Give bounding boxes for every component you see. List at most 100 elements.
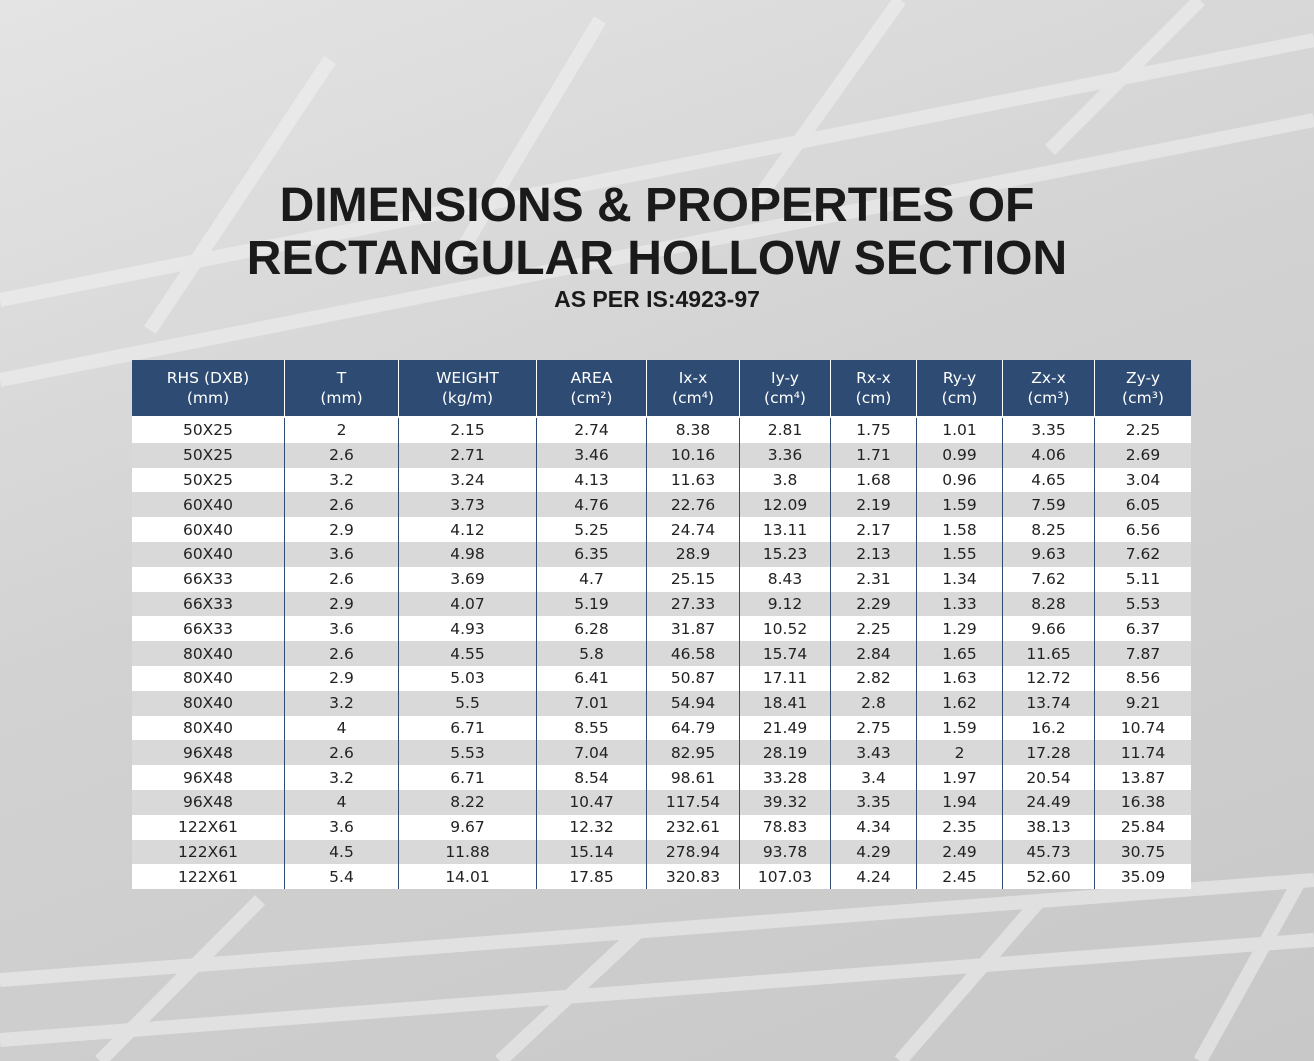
table-row: 80X40 4 6.71 8.55 64.79 21.49 2.75 1.59 16.2 10.7…	[132, 715, 1191, 741]
table-row: 50X25 3.2 3.24 4.13 11.63 3.8 1.68 0.96 4.65 3.04	[132, 467, 1191, 493]
table-cell: 2.69	[1094, 442, 1191, 468]
table-cell: 60X40	[132, 517, 285, 542]
table-cell: 3.24	[398, 467, 537, 493]
table-cell: 4.07	[398, 591, 537, 617]
table-cell: 7.62	[1002, 566, 1095, 592]
table-cell: 3.6	[284, 616, 399, 642]
table-cell: 2.13	[830, 541, 917, 567]
table-cell: 2.6	[284, 641, 399, 666]
column-unit: (mm)	[320, 389, 363, 407]
table-cell: 2.49	[916, 839, 1003, 865]
table-cell: 2.25	[1094, 416, 1191, 443]
table-cell: 2.6	[284, 566, 399, 592]
column-unit: (cm)	[855, 389, 892, 407]
table-cell: 7.01	[536, 690, 647, 716]
table-cell: 278.94	[646, 839, 740, 865]
table-cell: 2	[284, 416, 399, 443]
table-cell: 7.04	[536, 740, 647, 766]
table-cell: 117.54	[646, 789, 740, 815]
table-cell: 20.54	[1002, 765, 1095, 790]
table-cell: 2.9	[284, 591, 399, 617]
column-header: T (mm)	[284, 360, 399, 417]
table-cell: 7.62	[1094, 541, 1191, 567]
table-cell: 7.87	[1094, 641, 1191, 666]
table-cell: 30.75	[1094, 839, 1191, 865]
column-unit: (cm⁴)	[764, 389, 806, 407]
table-cell: 107.03	[739, 864, 831, 890]
table-cell: 15.74	[739, 641, 831, 666]
table-cell: 3.04	[1094, 467, 1191, 493]
table-cell: 8.55	[536, 715, 647, 741]
table-row: 122X61 5.4 14.01 17.85 320.83 107.03 4.24 2.45 5…	[132, 864, 1191, 890]
table-cell: 4.34	[830, 814, 917, 840]
table-cell: 1.62	[916, 690, 1003, 716]
table-cell: 1.75	[830, 416, 917, 443]
table-cell: 122X61	[132, 839, 285, 865]
column-unit: (kg/m)	[441, 389, 494, 407]
table-row: 60X40 3.6 4.98 6.35 28.9 15.23 2.13 1.55 9.63 7.6…	[132, 541, 1191, 567]
column-header: WEIGHT (kg/m)	[398, 360, 537, 417]
table-cell: 1.01	[916, 416, 1003, 443]
table-cell: 1.59	[916, 715, 1003, 741]
table-cell: 6.35	[536, 541, 647, 567]
table-cell: 2.9	[284, 517, 399, 542]
table-cell: 12.72	[1002, 665, 1095, 691]
table-cell: 3.4	[830, 765, 917, 790]
table-cell: 5.25	[536, 517, 647, 542]
table-cell: 14.01	[398, 864, 537, 890]
table-cell: 8.25	[1002, 517, 1095, 542]
table-cell: 2.6	[284, 442, 399, 468]
column-unit: (cm³)	[1027, 389, 1070, 407]
table-cell: 8.54	[536, 765, 647, 790]
column-unit: (mm)	[186, 389, 230, 407]
table-cell: 11.65	[1002, 641, 1095, 666]
table-cell: 8.28	[1002, 591, 1095, 617]
table-cell: 16.38	[1094, 789, 1191, 815]
table-cell: 54.94	[646, 690, 740, 716]
table-cell: 4.5	[284, 839, 399, 865]
table-cell: 46.58	[646, 641, 740, 666]
table-cell: 9.12	[739, 591, 831, 617]
table-row: 60X40 2.9 4.12 5.25 24.74 13.11 2.17 1.58 8.25 6.…	[132, 517, 1191, 542]
table-cell: 8.43	[739, 566, 831, 592]
table-cell: 2.82	[830, 665, 917, 691]
table-cell: 96X48	[132, 740, 285, 766]
table-cell: 2.19	[830, 492, 917, 518]
table-cell: 80X40	[132, 641, 285, 666]
table-cell: 122X61	[132, 814, 285, 840]
table-cell: 6.28	[536, 616, 647, 642]
table-cell: 3.2	[284, 765, 399, 790]
table-cell: 2	[916, 740, 1003, 766]
column-header: Rx-x (cm)	[830, 360, 917, 417]
table-cell: 3.35	[830, 789, 917, 815]
table-cell: 10.74	[1094, 715, 1191, 741]
column-name: T	[336, 369, 347, 387]
table-cell: 3.36	[739, 442, 831, 468]
table-cell: 6.37	[1094, 616, 1191, 642]
column-name: Ry-y	[942, 369, 977, 387]
table-cell: 5.53	[1094, 591, 1191, 617]
table-cell: 66X33	[132, 566, 285, 592]
table-cell: 80X40	[132, 665, 285, 691]
column-header: AREA (cm²)	[536, 360, 647, 417]
table-row: 96X48 3.2 6.71 8.54 98.61 33.28 3.4 1.97 20.54 13…	[132, 765, 1191, 790]
table-cell: 3.6	[284, 541, 399, 567]
table-cell: 17.85	[536, 864, 647, 890]
table-cell: 38.13	[1002, 814, 1095, 840]
table-cell: 5.19	[536, 591, 647, 617]
table-row: 66X33 2.6 3.69 4.7 25.15 8.43 2.31 1.34 7.62 5.11	[132, 566, 1191, 592]
table-cell: 31.87	[646, 616, 740, 642]
table-cell: 10.16	[646, 442, 740, 468]
table-row: 80X40 2.6 4.55 5.8 46.58 15.74 2.84 1.65 11.65 7.…	[132, 641, 1191, 666]
table-cell: 1.71	[830, 442, 917, 468]
table-cell: 2.45	[916, 864, 1003, 890]
column-header: Iy-y (cm⁴)	[739, 360, 831, 417]
table-row: 80X40 3.2 5.5 7.01 54.94 18.41 2.8 1.62 13.74 9.2…	[132, 690, 1191, 716]
table-row: 66X33 3.6 4.93 6.28 31.87 10.52 2.25 1.29 9.66 6.…	[132, 616, 1191, 642]
table-cell: 1.68	[830, 467, 917, 493]
table-cell: 8.56	[1094, 665, 1191, 691]
table-cell: 10.52	[739, 616, 831, 642]
table-cell: 2.31	[830, 566, 917, 592]
table-cell: 8.38	[646, 416, 740, 443]
